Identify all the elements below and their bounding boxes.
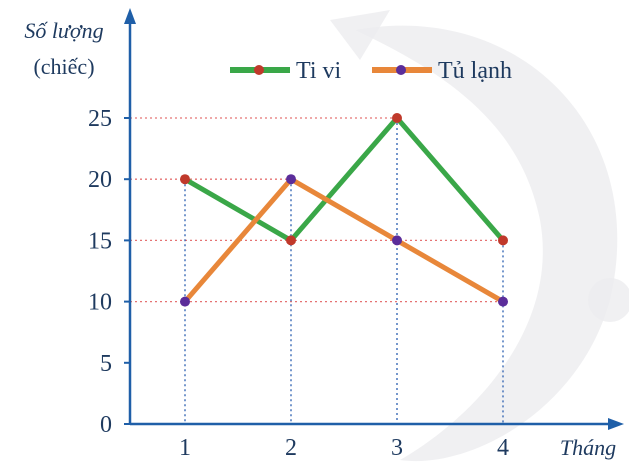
x-axis-title: Tháng <box>560 435 616 460</box>
series-0-point-4 <box>498 235 508 246</box>
x-tick-label-3: 3 <box>391 435 403 461</box>
legend-marker-tulanh <box>396 65 406 75</box>
legend-label-tulanh: Tủ lạnh <box>438 58 512 84</box>
series-line-1 <box>182 176 506 305</box>
y-tick-labels: 0 5 10 15 20 25 <box>88 106 130 438</box>
series-1-point-1 <box>180 296 190 307</box>
series-0-point-1 <box>180 174 190 185</box>
x-tick-label-1: 1 <box>179 435 191 461</box>
series-line-0 <box>182 115 506 243</box>
y-axis-title-line2: (chiếc) <box>33 54 94 79</box>
legend-marker-tivi <box>254 65 264 75</box>
series-0-point-3 <box>392 113 402 123</box>
series-1-point-3 <box>392 235 402 246</box>
y-tick-label-25: 25 <box>88 106 112 132</box>
series-markers <box>180 113 508 307</box>
legend-label-tivi: Ti vi <box>296 58 341 84</box>
series-1-point-4 <box>498 296 508 307</box>
legend-item-tulanh: Tủ lạnh <box>372 58 512 84</box>
y-axis-arrow <box>124 8 136 24</box>
grid-lines <box>130 117 504 424</box>
series-1-point-2 <box>286 174 296 185</box>
x-tick-label-4: 4 <box>497 435 509 461</box>
y-tick-label-5: 5 <box>100 351 112 377</box>
series-lines <box>182 115 506 305</box>
y-axis-title-line1: Số lượng <box>24 18 103 43</box>
legend: Ti vi Tủ lạnh <box>230 58 512 84</box>
series-0-point-2 <box>286 235 296 246</box>
x-axis-arrow <box>608 418 624 430</box>
y-tick-label-10: 10 <box>88 290 112 316</box>
y-tick-label-20: 20 <box>88 167 112 193</box>
y-tick-label-0: 0 <box>100 412 112 438</box>
watermark-logo <box>330 10 629 462</box>
legend-item-tivi: Ti vi <box>230 58 341 84</box>
x-tick-labels: 1 2 3 4 <box>179 435 509 461</box>
y-tick-label-15: 15 <box>88 228 112 254</box>
x-tick-label-2: 2 <box>285 435 297 461</box>
